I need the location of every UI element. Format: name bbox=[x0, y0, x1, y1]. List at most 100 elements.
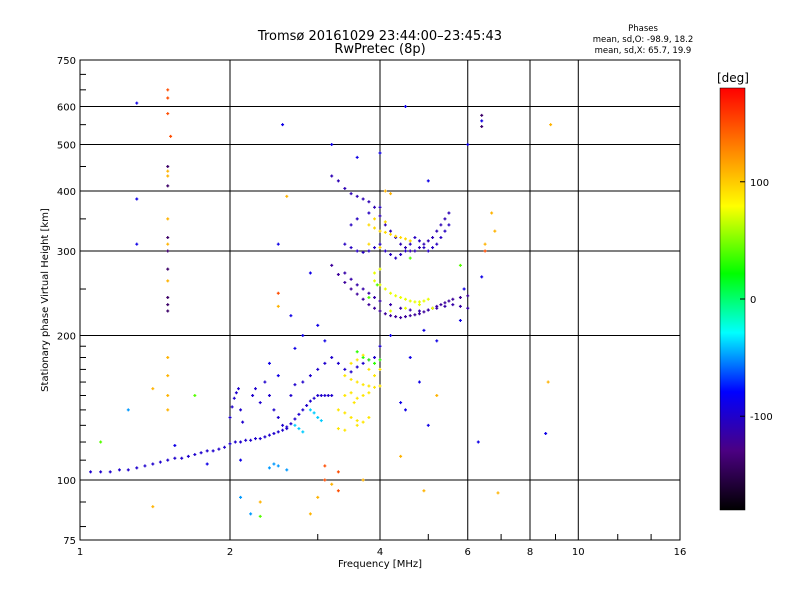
data-point bbox=[373, 296, 377, 300]
data-point bbox=[361, 420, 365, 424]
data-point bbox=[367, 223, 371, 227]
x-tick-label: 2 bbox=[227, 547, 233, 558]
data-point bbox=[166, 242, 170, 246]
data-point bbox=[408, 256, 412, 260]
data-point bbox=[343, 367, 347, 371]
data-point bbox=[413, 236, 417, 240]
data-point bbox=[399, 296, 403, 300]
data-point bbox=[435, 306, 439, 310]
data-point bbox=[343, 186, 347, 190]
data-point bbox=[378, 358, 382, 362]
data-point bbox=[389, 229, 393, 233]
data-point bbox=[108, 470, 112, 474]
data-point bbox=[166, 394, 170, 398]
data-point bbox=[373, 306, 377, 310]
data-point bbox=[403, 297, 407, 301]
data-point bbox=[493, 229, 497, 233]
data-point bbox=[403, 237, 407, 241]
data-point bbox=[373, 374, 377, 378]
data-point bbox=[205, 462, 209, 466]
data-point bbox=[253, 437, 257, 441]
data-point bbox=[308, 408, 312, 412]
colorbar-ticks: 100 0 -100 bbox=[740, 178, 773, 423]
data-point bbox=[408, 308, 412, 312]
data-point bbox=[403, 306, 407, 310]
data-point bbox=[443, 304, 447, 308]
data-point bbox=[431, 306, 435, 310]
data-point bbox=[166, 184, 170, 188]
data-point bbox=[316, 367, 320, 371]
data-point bbox=[466, 143, 470, 147]
data-point bbox=[217, 447, 221, 451]
data-point bbox=[336, 408, 340, 412]
data-point bbox=[373, 271, 377, 275]
data-point bbox=[480, 113, 484, 117]
data-point bbox=[355, 350, 359, 354]
data-point bbox=[323, 478, 327, 482]
data-point bbox=[355, 423, 359, 427]
data-point bbox=[305, 403, 309, 407]
data-point bbox=[417, 246, 421, 250]
data-point bbox=[239, 495, 243, 499]
data-point bbox=[355, 380, 359, 384]
data-point bbox=[355, 396, 359, 400]
data-point bbox=[378, 384, 382, 388]
colorbar-tick-label: -100 bbox=[750, 412, 773, 423]
data-point bbox=[301, 430, 305, 434]
data-point bbox=[258, 401, 262, 405]
data-point bbox=[281, 423, 285, 427]
data-point bbox=[373, 361, 377, 365]
data-point bbox=[301, 334, 305, 338]
data-point bbox=[383, 223, 387, 227]
data-point bbox=[199, 451, 203, 455]
colorbar-tick-label: 0 bbox=[750, 295, 756, 306]
data-point bbox=[308, 399, 312, 403]
data-point bbox=[233, 440, 237, 444]
data-point bbox=[349, 223, 353, 227]
data-point bbox=[431, 246, 435, 250]
data-point bbox=[330, 482, 334, 486]
data-point bbox=[378, 151, 382, 155]
x-tick-label: 6 bbox=[465, 547, 471, 558]
data-point bbox=[126, 468, 130, 472]
phase-statistics: Phases mean, sd,O: -98.9, 18.2 mean, sd,… bbox=[593, 24, 693, 56]
data-point bbox=[173, 444, 177, 448]
data-point bbox=[249, 512, 253, 516]
data-point bbox=[166, 249, 170, 253]
data-point bbox=[408, 355, 412, 359]
data-point bbox=[99, 470, 103, 474]
data-point bbox=[173, 456, 177, 460]
data-point bbox=[408, 299, 412, 303]
data-point bbox=[544, 432, 548, 436]
grid-lines bbox=[80, 60, 680, 540]
data-point bbox=[355, 217, 359, 221]
data-point bbox=[289, 394, 293, 398]
data-point bbox=[251, 394, 255, 398]
data-point bbox=[422, 310, 426, 314]
data-point bbox=[447, 211, 451, 215]
data-point bbox=[239, 440, 243, 444]
x-tick-label: 4 bbox=[377, 547, 383, 558]
data-point bbox=[367, 200, 371, 204]
data-point bbox=[330, 263, 334, 267]
data-point bbox=[378, 242, 382, 246]
data-point bbox=[367, 384, 371, 388]
data-point bbox=[417, 380, 421, 384]
data-point bbox=[466, 306, 470, 310]
data-point bbox=[323, 394, 327, 398]
data-point bbox=[193, 453, 197, 457]
data-point bbox=[135, 466, 139, 470]
colorbar: [deg] 100 0 -100 bbox=[717, 71, 773, 511]
data-point bbox=[272, 432, 276, 436]
data-point bbox=[258, 500, 262, 504]
data-point bbox=[367, 242, 371, 246]
data-point bbox=[239, 408, 243, 412]
x-tick-label: 16 bbox=[674, 547, 687, 558]
data-point bbox=[276, 415, 280, 419]
data-point bbox=[403, 315, 407, 319]
data-point bbox=[389, 314, 393, 318]
data-point bbox=[308, 512, 312, 516]
colorbar-tick-label: 100 bbox=[750, 178, 769, 189]
data-point bbox=[349, 287, 353, 291]
data-point bbox=[244, 438, 248, 442]
